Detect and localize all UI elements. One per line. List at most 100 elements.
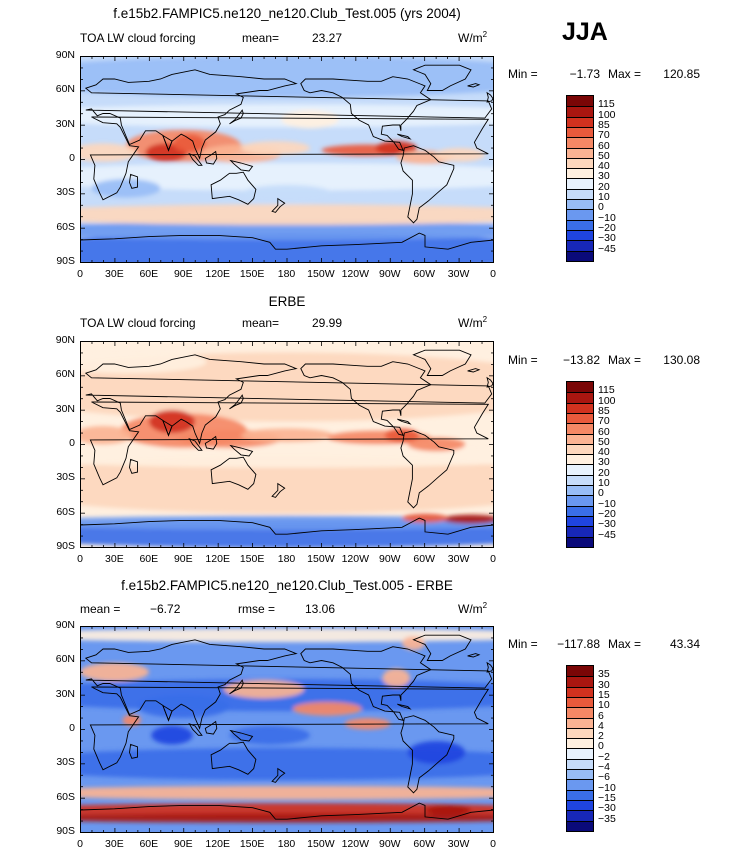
colorbar-label: 40	[598, 446, 610, 459]
colorbar-label: 10	[598, 477, 610, 489]
field-region	[407, 741, 466, 764]
coastline-caribbean	[397, 418, 412, 425]
coastline-southAmerica	[400, 145, 455, 224]
map-panel	[80, 626, 494, 833]
lat-tick-label: 0	[69, 437, 75, 449]
lat-tick-label: 90N	[55, 619, 75, 631]
coastline-northAmerica	[300, 361, 432, 436]
colorbar-swatch	[566, 526, 594, 537]
mean-value: 23.27	[312, 31, 343, 45]
coastline-sumatra	[188, 437, 203, 451]
min-value: −1.73	[569, 67, 600, 81]
mean-label: mean=	[242, 316, 280, 330]
coastline-newGuinea	[229, 444, 254, 457]
coastline-indiaSub	[161, 419, 173, 437]
coastline-iceland	[467, 653, 481, 658]
colorbar-swatch	[566, 686, 594, 698]
coastline-africa	[89, 401, 490, 486]
lat-tick-label: 60N	[55, 83, 75, 96]
colorbar	[566, 665, 594, 832]
lat-tick-label: 30N	[55, 402, 75, 415]
lon-tick-label: 90W	[379, 553, 401, 565]
colorbar-label: −2	[598, 750, 610, 763]
coastline-indiaSub	[161, 704, 173, 722]
colorbar-label: 115	[598, 98, 615, 111]
colorbar-label: 10	[598, 699, 610, 712]
coastline-madagascar	[129, 173, 138, 189]
colorbar-label: −15	[598, 791, 616, 804]
colorbar-swatch	[566, 188, 594, 200]
lat-tick-label: 0	[69, 152, 75, 164]
field-region	[151, 726, 193, 745]
min-label: Min =	[508, 353, 538, 367]
colorbar-label: 40	[598, 160, 610, 173]
lon-tick-label: 180	[277, 838, 296, 850]
lon-tick-label: 60E	[139, 268, 159, 280]
colorbar-swatch	[566, 727, 594, 739]
coastline-eurasia	[84, 639, 493, 730]
colorbar-label: −45	[598, 242, 616, 255]
field-region	[122, 714, 141, 727]
map-panel	[80, 56, 494, 263]
field-region	[80, 143, 138, 162]
field-region	[241, 141, 310, 155]
colorbar-swatch	[566, 789, 594, 801]
lon-tick-label: 0	[77, 553, 83, 565]
colorbar-swatch	[566, 116, 594, 128]
colorbar-label: −20	[598, 221, 616, 234]
coastline-indiaSub	[161, 134, 173, 152]
colorbar-label: 70	[598, 415, 610, 428]
coastline-australia	[210, 456, 257, 490]
colorbar-label: 100	[598, 108, 616, 121]
mean-value: 29.99	[312, 316, 343, 330]
units-exponent: 2	[482, 315, 488, 324]
max-value: 130.08	[663, 353, 700, 367]
field-region	[80, 444, 494, 468]
field-region	[80, 350, 207, 374]
lat-tick-label: 30S	[56, 756, 75, 769]
lon-tick-label: 90E	[173, 553, 193, 565]
colorbar-label: 20	[598, 466, 610, 479]
lon-tick-label: 120E	[205, 553, 230, 565]
colorbar-swatch	[566, 433, 594, 445]
units-label: W/m2	[458, 601, 487, 616]
lat-tick-label: 30N	[55, 687, 75, 700]
colorbar-swatch	[566, 137, 594, 148]
lon-tick-label: 60W	[413, 838, 435, 850]
field-region	[375, 141, 417, 155]
map-panel	[80, 341, 494, 548]
coastline-britain	[486, 661, 494, 673]
lon-tick-label: 0	[77, 268, 83, 280]
colorbar-swatch	[566, 443, 594, 455]
colorbar-label: 100	[598, 394, 616, 407]
contour-map	[80, 341, 494, 548]
lon-tick-label: 60E	[139, 838, 159, 850]
coastline-southAmerica	[400, 430, 455, 509]
coastline-africa	[89, 116, 490, 201]
lon-tick-label: 90W	[379, 268, 401, 280]
field-region	[241, 428, 333, 443]
colorbar-swatch	[566, 126, 594, 138]
colorbar-swatch	[566, 168, 594, 179]
coastline-southAmerica	[400, 715, 455, 794]
colorbar-label: −45	[598, 528, 616, 541]
units-label: W/m2	[458, 315, 487, 330]
min-label: Min =	[508, 67, 538, 81]
field-region	[149, 410, 195, 433]
colorbar-label: −10	[598, 211, 616, 224]
coastline-japan	[229, 109, 244, 125]
lon-tick-label: 90W	[379, 838, 401, 850]
coastline-borneo	[204, 435, 218, 450]
field-region	[80, 162, 494, 191]
lat-tick-label: 90S	[56, 825, 75, 837]
coastline-antarctica	[80, 517, 494, 548]
coastline-britain	[486, 91, 494, 103]
coastline-borneo	[204, 720, 218, 735]
field-region	[80, 628, 494, 643]
colorbar-swatch	[566, 219, 594, 231]
lon-tick-label: 30W	[447, 268, 470, 280]
field-region	[223, 680, 305, 699]
colorbar-label: 85	[598, 118, 610, 131]
field-region	[80, 515, 494, 530]
field-region	[80, 785, 494, 800]
